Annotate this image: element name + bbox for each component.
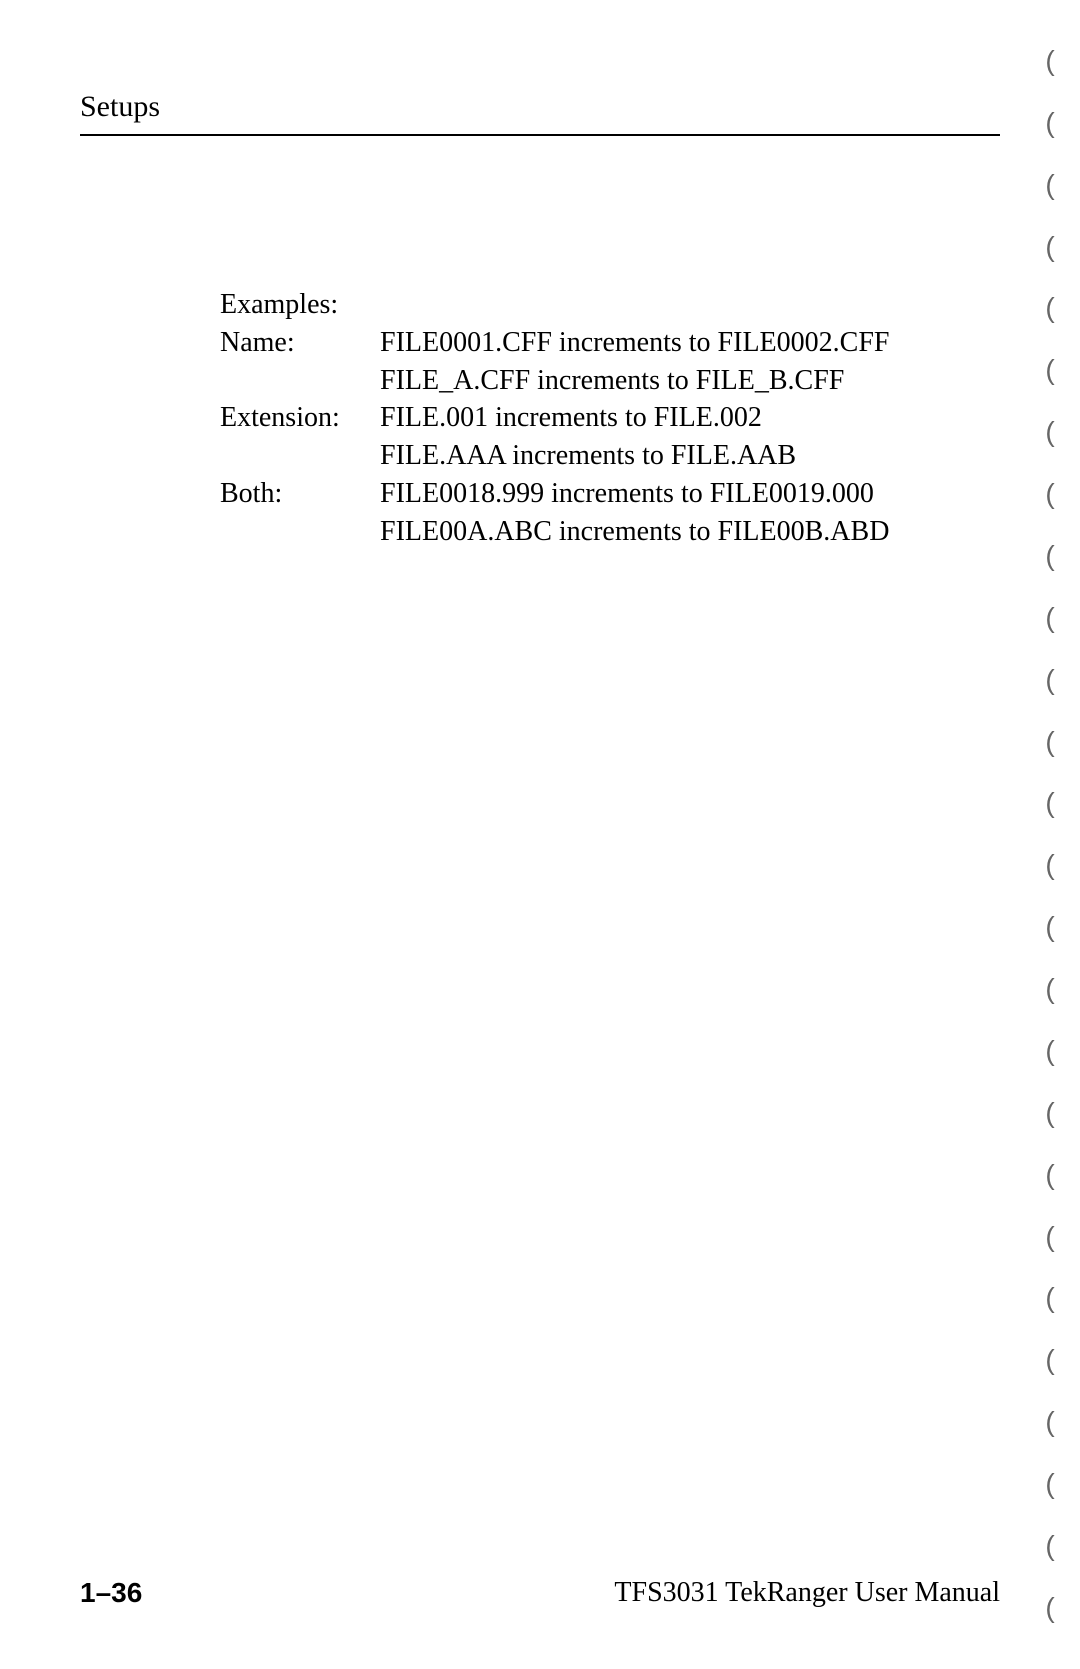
- spiral-hole-icon: (: [1020, 1592, 1080, 1624]
- example-line: FILE.001 increments to FILE.002: [380, 399, 1000, 437]
- page-footer: 1–36 TFS3031 TekRanger User Manual: [80, 1577, 1000, 1609]
- example-row-extension: Extension: FILE.001 increments to FILE.0…: [220, 399, 1000, 475]
- spiral-hole-icon: (: [1020, 1468, 1080, 1500]
- row-label: Both:: [220, 475, 380, 551]
- example-line: FILE0001.CFF increments to FILE0002.CFF: [380, 324, 1000, 362]
- spiral-hole-icon: (: [1020, 478, 1080, 510]
- spiral-hole-icon: (: [1020, 1097, 1080, 1129]
- examples-label: Examples:: [220, 286, 380, 324]
- header-title: Setups: [80, 90, 160, 123]
- spiral-hole-icon: (: [1020, 231, 1080, 263]
- spiral-hole-icon: (: [1020, 354, 1080, 386]
- spiral-hole-icon: (: [1020, 726, 1080, 758]
- page-header: Setups: [80, 90, 1000, 136]
- spiral-hole-icon: (: [1020, 1530, 1080, 1562]
- spiral-hole-icon: (: [1020, 1282, 1080, 1314]
- spiral-hole-icon: (: [1020, 1221, 1080, 1253]
- spiral-hole-icon: (: [1020, 107, 1080, 139]
- spiral-hole-icon: (: [1020, 416, 1080, 448]
- example-line: FILE_A.CFF increments to FILE_B.CFF: [380, 362, 1000, 400]
- spiral-binding: ( ( ( ( ( ( ( ( ( ( ( ( ( ( ( ( ( ( ( ( …: [1020, 0, 1080, 1669]
- spiral-hole-icon: (: [1020, 602, 1080, 634]
- row-value: FILE0001.CFF increments to FILE0002.CFF …: [380, 324, 1000, 400]
- spiral-hole-icon: (: [1020, 1035, 1080, 1067]
- row-label: Extension:: [220, 399, 380, 475]
- spiral-hole-icon: (: [1020, 1406, 1080, 1438]
- row-label: Name:: [220, 324, 380, 400]
- spiral-hole-icon: (: [1020, 787, 1080, 819]
- example-row-name: Name: FILE0001.CFF increments to FILE000…: [220, 324, 1000, 400]
- row-value: FILE.001 increments to FILE.002 FILE.AAA…: [380, 399, 1000, 475]
- spiral-hole-icon: (: [1020, 1159, 1080, 1191]
- example-line: FILE.AAA increments to FILE.AAB: [380, 437, 1000, 475]
- examples-heading-row: Examples:: [220, 286, 1000, 324]
- spiral-hole-icon: (: [1020, 1344, 1080, 1376]
- page-number: 1–36: [80, 1577, 142, 1609]
- spiral-hole-icon: (: [1020, 540, 1080, 572]
- spiral-hole-icon: (: [1020, 973, 1080, 1005]
- spiral-hole-icon: (: [1020, 292, 1080, 324]
- document-page: Setups Examples: Name: FILE0001.CFF incr…: [0, 0, 1080, 1669]
- spiral-hole-icon: (: [1020, 849, 1080, 881]
- example-line: FILE00A.ABC increments to FILE00B.ABD: [380, 513, 1000, 551]
- example-row-both: Both: FILE0018.999 increments to FILE001…: [220, 475, 1000, 551]
- spiral-hole-icon: (: [1020, 664, 1080, 696]
- example-line: FILE0018.999 increments to FILE0019.000: [380, 475, 1000, 513]
- spiral-hole-icon: (: [1020, 911, 1080, 943]
- row-value: FILE0018.999 increments to FILE0019.000 …: [380, 475, 1000, 551]
- page-content: Examples: Name: FILE0001.CFF increments …: [220, 286, 1000, 551]
- manual-title: TFS3031 TekRanger User Manual: [614, 1577, 1000, 1609]
- spiral-hole-icon: (: [1020, 45, 1080, 77]
- spiral-hole-icon: (: [1020, 169, 1080, 201]
